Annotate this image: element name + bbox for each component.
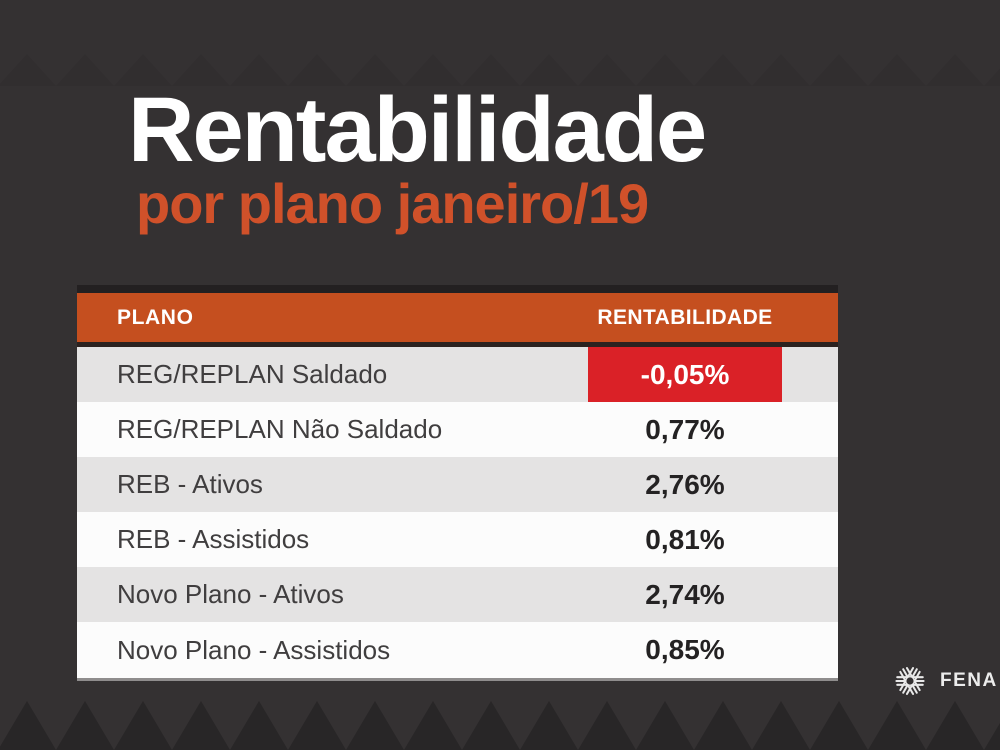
row-right-spacer (782, 457, 838, 512)
plan-return-value: 0,85% (645, 634, 725, 665)
row-right-spacer (782, 402, 838, 457)
fenae-logo: FENA (893, 663, 1000, 699)
row-right-spacer (782, 622, 838, 678)
plan-name: Novo Plano - Assistidos (117, 634, 391, 665)
table-row: Novo Plano - Ativos 2,74% (77, 567, 838, 622)
table-header-row: PLANO RENTABILIDADE (77, 293, 838, 342)
striped-asterisk-icon (895, 667, 925, 695)
plan-name: Novo Plano - Ativos (117, 579, 344, 609)
chevron-pattern-bottom (0, 701, 1000, 750)
column-header-rentabilidade: RENTABILIDADE (597, 305, 773, 329)
table-header-divider (77, 342, 838, 347)
chevron-pattern-top (0, 53, 1000, 86)
page-title: Rentabilidade (128, 79, 707, 181)
plan-name: REG/REPLAN Saldado (117, 359, 388, 389)
plan-name: REB - Ativos (117, 469, 263, 499)
table-row: REB - Assistidos 0,81% (77, 512, 838, 567)
table-row: REB - Ativos 2,76% (77, 457, 838, 512)
plan-return-value-highlighted: -0,05% (588, 347, 782, 402)
logo-text: FENA (940, 670, 998, 691)
table-row: Novo Plano - Assistidos 0,85% (77, 622, 838, 678)
page-subtitle: por plano janeiro/19 (136, 172, 649, 235)
table-row: REG/REPLAN Saldado -0,05% (77, 347, 838, 402)
row-right-spacer (782, 347, 838, 402)
plan-return-value: 2,74% (645, 578, 725, 610)
plan-return-value: 0,77% (645, 413, 725, 445)
row-right-spacer (782, 512, 838, 567)
plan-name: REG/REPLAN Não Saldado (117, 414, 443, 444)
table-top-border (77, 285, 838, 293)
plan-return-value: 2,76% (645, 468, 725, 500)
rentabilidade-table: PLANO RENTABILIDADE REG/REPLAN Saldado -… (77, 285, 838, 681)
column-header-plano: PLANO (117, 305, 194, 329)
table-body: REG/REPLAN Saldado -0,05% REG/REPLAN Não… (77, 347, 838, 678)
plan-return-value: 0,81% (645, 523, 725, 555)
plan-name: REB - Assistidos (117, 524, 310, 554)
row-right-spacer (782, 567, 838, 622)
table-row: REG/REPLAN Não Saldado 0,77% (77, 402, 838, 457)
header-right-spacer (782, 293, 838, 342)
